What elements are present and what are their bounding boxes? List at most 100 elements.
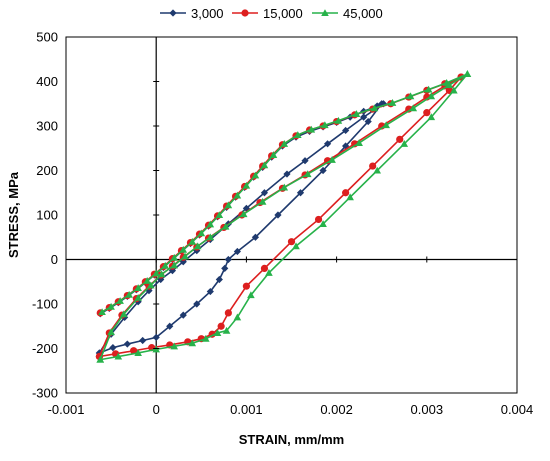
data-point bbox=[463, 70, 472, 77]
data-point bbox=[152, 269, 160, 277]
series-2 bbox=[96, 70, 472, 363]
data-point bbox=[328, 156, 336, 163]
data-point bbox=[233, 191, 242, 199]
data-point bbox=[364, 117, 372, 126]
data-point bbox=[427, 113, 436, 121]
data-point bbox=[233, 247, 241, 256]
x-tick-label: 0.004 bbox=[501, 402, 534, 417]
y-tick-label: -300 bbox=[32, 386, 58, 401]
x-tick-label: -0.001 bbox=[48, 402, 85, 417]
data-point bbox=[146, 281, 155, 289]
data-point bbox=[355, 139, 363, 146]
data-point bbox=[283, 170, 291, 178]
data-point bbox=[134, 293, 142, 301]
data-point bbox=[179, 245, 188, 253]
data-point bbox=[274, 211, 282, 219]
data-point bbox=[319, 220, 327, 227]
x-tick-label: 0.003 bbox=[411, 402, 444, 417]
data-point bbox=[319, 166, 327, 175]
data-point bbox=[242, 181, 251, 189]
data-point bbox=[260, 264, 269, 272]
series-layer bbox=[95, 70, 472, 363]
data-point bbox=[334, 116, 343, 124]
data-point bbox=[109, 344, 117, 352]
data-point bbox=[125, 290, 133, 298]
data-point bbox=[280, 183, 289, 191]
data-point bbox=[224, 201, 233, 209]
data-point bbox=[123, 340, 131, 348]
y-axis-title: STRESS, MPa bbox=[6, 171, 21, 258]
legend-item-0: 3,000 bbox=[160, 6, 224, 21]
data-point bbox=[152, 333, 160, 341]
series-line bbox=[97, 102, 384, 355]
legend-swatch-marker bbox=[169, 9, 177, 17]
data-point bbox=[280, 140, 289, 147]
data-point bbox=[342, 126, 350, 135]
data-point bbox=[373, 166, 381, 174]
x-tick-label: 0.001 bbox=[230, 402, 263, 417]
data-point bbox=[96, 355, 105, 363]
data-point bbox=[134, 349, 142, 356]
data-point bbox=[314, 215, 323, 224]
data-point bbox=[445, 81, 454, 89]
data-point bbox=[388, 99, 397, 106]
legend-label: 45,000 bbox=[343, 6, 383, 21]
data-point bbox=[427, 92, 436, 100]
data-point bbox=[296, 189, 305, 197]
legend-item-1: 15,000 bbox=[232, 6, 303, 21]
data-point bbox=[303, 170, 312, 178]
data-point bbox=[378, 100, 386, 108]
x-axis-title: STRAIN, mm/mm bbox=[239, 432, 344, 447]
data-point bbox=[188, 237, 197, 245]
data-point bbox=[450, 86, 458, 94]
y-tick-label: 400 bbox=[36, 74, 58, 89]
series-0 bbox=[95, 100, 388, 357]
y-tick-label: 0 bbox=[51, 252, 58, 267]
legend-label: 3,000 bbox=[191, 6, 224, 21]
data-point bbox=[424, 85, 433, 93]
data-point bbox=[294, 131, 302, 138]
data-point bbox=[119, 310, 128, 318]
data-point bbox=[188, 339, 197, 347]
data-point bbox=[292, 242, 300, 250]
data-point bbox=[258, 197, 267, 205]
data-point bbox=[221, 264, 229, 272]
data-point bbox=[221, 222, 230, 230]
y-tick-label: 300 bbox=[36, 119, 58, 134]
data-point bbox=[217, 322, 225, 330]
data-point bbox=[307, 125, 316, 133]
data-point bbox=[170, 261, 179, 269]
data-point bbox=[107, 328, 115, 336]
data-point bbox=[179, 311, 187, 319]
data-point bbox=[197, 229, 206, 237]
y-tick-label: -200 bbox=[32, 341, 58, 356]
data-point bbox=[143, 277, 151, 284]
data-point bbox=[215, 211, 224, 219]
data-point bbox=[382, 121, 391, 129]
data-point bbox=[265, 269, 273, 276]
data-point bbox=[145, 287, 153, 295]
series-1 bbox=[95, 73, 465, 361]
legend-item-2: 45,000 bbox=[312, 6, 383, 21]
data-point bbox=[370, 104, 379, 112]
data-point bbox=[130, 347, 138, 355]
data-point bbox=[193, 300, 201, 308]
data-point bbox=[409, 104, 418, 112]
series-line bbox=[98, 76, 462, 358]
data-point bbox=[98, 308, 106, 316]
data-point bbox=[166, 322, 174, 330]
data-point bbox=[224, 309, 232, 317]
data-point bbox=[301, 157, 309, 165]
data-point bbox=[233, 313, 242, 321]
x-tick-label: 0 bbox=[153, 402, 160, 417]
data-point bbox=[206, 220, 215, 228]
x-tick-label: 0.002 bbox=[320, 402, 353, 417]
data-point bbox=[287, 238, 296, 246]
data-point bbox=[323, 140, 332, 148]
legend-label: 15,000 bbox=[263, 6, 303, 21]
data-point bbox=[260, 189, 269, 197]
y-tick-label: 500 bbox=[36, 30, 58, 45]
data-point bbox=[134, 284, 142, 292]
data-point bbox=[213, 329, 222, 336]
